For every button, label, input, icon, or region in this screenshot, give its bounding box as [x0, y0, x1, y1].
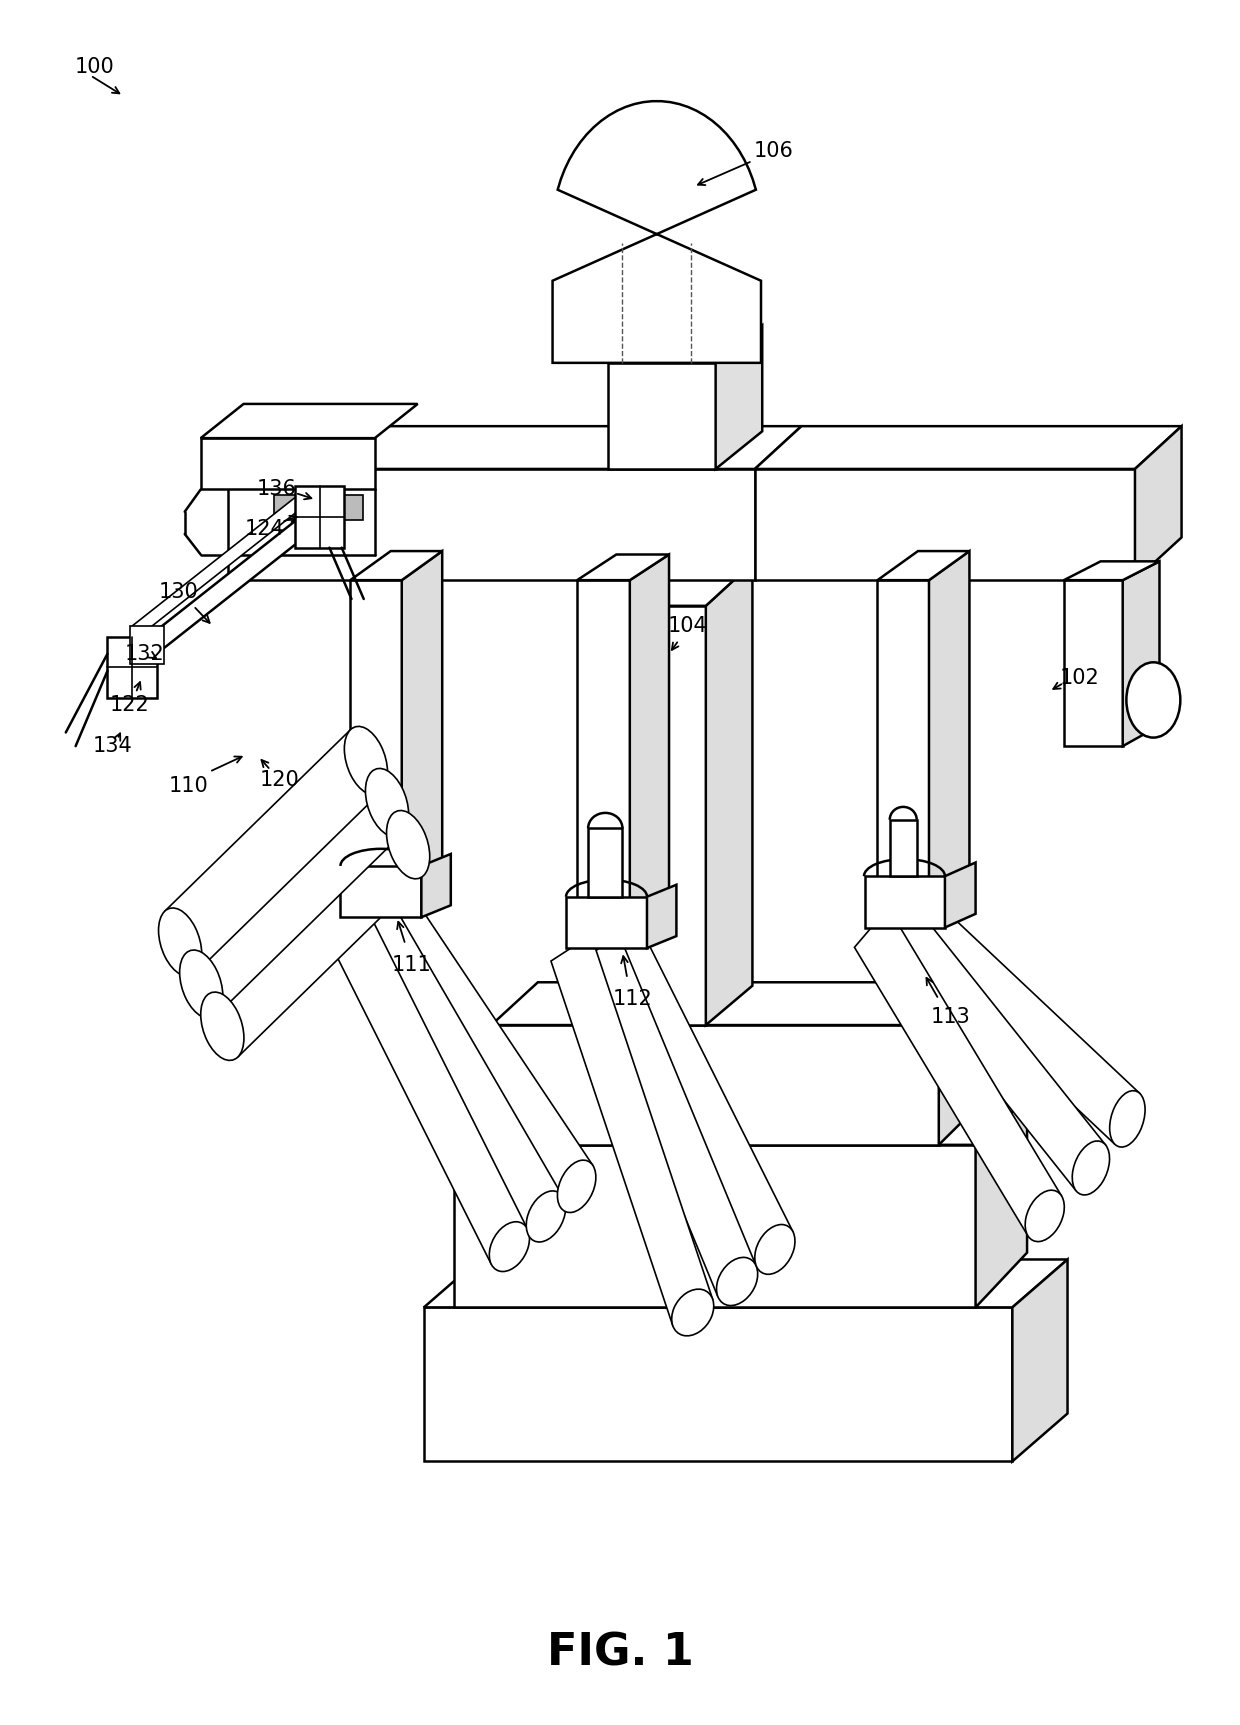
Polygon shape	[201, 404, 418, 438]
Polygon shape	[350, 550, 443, 580]
Polygon shape	[706, 562, 753, 1025]
Polygon shape	[866, 876, 945, 928]
Text: 102: 102	[1060, 668, 1100, 688]
Polygon shape	[1135, 426, 1182, 580]
Polygon shape	[274, 495, 362, 521]
Polygon shape	[455, 1099, 1027, 1145]
Polygon shape	[1064, 580, 1122, 747]
Polygon shape	[138, 511, 315, 662]
Polygon shape	[1122, 561, 1159, 747]
Polygon shape	[565, 897, 647, 949]
Polygon shape	[588, 828, 622, 897]
Polygon shape	[341, 866, 422, 918]
Ellipse shape	[672, 1289, 714, 1335]
Polygon shape	[630, 554, 670, 923]
Polygon shape	[885, 904, 1106, 1190]
Polygon shape	[647, 885, 676, 949]
Polygon shape	[551, 935, 713, 1325]
Text: 120: 120	[259, 771, 299, 790]
Polygon shape	[422, 854, 451, 918]
Polygon shape	[424, 1259, 1068, 1308]
Text: 110: 110	[169, 776, 208, 795]
Polygon shape	[491, 982, 986, 1025]
Polygon shape	[295, 486, 345, 547]
Polygon shape	[945, 862, 976, 928]
Polygon shape	[608, 605, 706, 1025]
Ellipse shape	[201, 992, 244, 1061]
Polygon shape	[424, 1308, 1012, 1461]
Text: 132: 132	[124, 643, 164, 664]
Text: 106: 106	[754, 141, 794, 160]
Text: 136: 136	[257, 480, 296, 500]
Polygon shape	[890, 819, 916, 876]
Polygon shape	[1012, 1259, 1068, 1461]
Text: 122: 122	[109, 695, 150, 716]
Text: 134: 134	[93, 737, 133, 756]
Polygon shape	[577, 554, 670, 580]
Polygon shape	[491, 1025, 939, 1145]
Polygon shape	[755, 469, 1135, 580]
Polygon shape	[929, 550, 970, 897]
Text: 124: 124	[244, 519, 284, 538]
Ellipse shape	[366, 768, 409, 837]
Text: 111: 111	[392, 956, 432, 975]
Polygon shape	[577, 580, 630, 923]
Polygon shape	[350, 580, 402, 894]
Polygon shape	[608, 362, 715, 469]
Polygon shape	[939, 982, 986, 1145]
Ellipse shape	[345, 726, 388, 795]
Ellipse shape	[490, 1221, 529, 1271]
Polygon shape	[878, 580, 929, 897]
Ellipse shape	[180, 950, 223, 1018]
Polygon shape	[553, 102, 761, 362]
Polygon shape	[228, 469, 755, 580]
Polygon shape	[1064, 561, 1159, 580]
Polygon shape	[715, 326, 763, 469]
Text: 104: 104	[667, 616, 707, 637]
Polygon shape	[108, 637, 156, 699]
Polygon shape	[455, 1145, 976, 1308]
Polygon shape	[228, 426, 801, 469]
Ellipse shape	[526, 1190, 565, 1242]
Text: 130: 130	[159, 581, 198, 602]
Text: 113: 113	[931, 1006, 971, 1026]
Polygon shape	[207, 814, 424, 1057]
Ellipse shape	[387, 811, 430, 878]
Text: FIG. 1: FIG. 1	[547, 1632, 693, 1675]
Polygon shape	[878, 550, 970, 580]
Circle shape	[1126, 662, 1180, 738]
Polygon shape	[608, 326, 763, 362]
Polygon shape	[402, 550, 443, 894]
Ellipse shape	[159, 907, 202, 976]
Polygon shape	[201, 438, 374, 490]
Ellipse shape	[1110, 1090, 1145, 1147]
Polygon shape	[381, 897, 593, 1208]
Text: 100: 100	[74, 57, 114, 78]
Polygon shape	[976, 1099, 1027, 1308]
Polygon shape	[326, 900, 527, 1264]
Ellipse shape	[1025, 1190, 1064, 1242]
Polygon shape	[755, 426, 1182, 469]
Polygon shape	[608, 562, 753, 605]
Polygon shape	[129, 626, 164, 664]
Ellipse shape	[558, 1161, 596, 1213]
Ellipse shape	[717, 1258, 758, 1306]
Polygon shape	[854, 907, 1061, 1235]
Polygon shape	[165, 730, 382, 973]
Polygon shape	[186, 771, 403, 1014]
Ellipse shape	[1073, 1140, 1110, 1195]
Polygon shape	[911, 902, 1140, 1144]
Polygon shape	[605, 930, 792, 1268]
Polygon shape	[355, 899, 563, 1235]
Ellipse shape	[755, 1225, 795, 1275]
Polygon shape	[131, 493, 305, 638]
Text: 112: 112	[613, 990, 652, 1009]
Polygon shape	[580, 933, 756, 1297]
